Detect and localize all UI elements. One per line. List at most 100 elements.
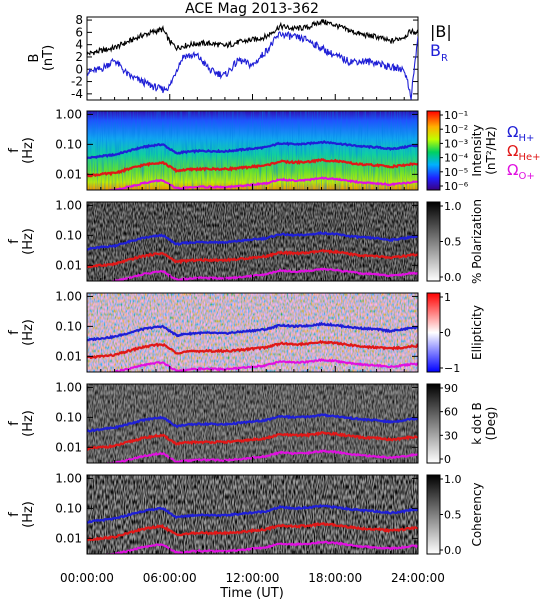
- polarization-colorbar-label: % Polarization: [470, 199, 484, 284]
- panel-ellipticity: 1.00 0.10 0.01 f (Hz) 1 0 −1 Ellipticity: [7, 289, 484, 375]
- intensity-colorbar-label: (nT²/Hz): [484, 126, 498, 174]
- colorbar-tick-label: 0: [444, 327, 451, 340]
- colorbar-tick-label: 10⁻⁵: [444, 166, 468, 179]
- intensity-spectrogram-texture: [87, 111, 418, 190]
- freq-tick-label: 1.00: [55, 107, 82, 121]
- panel-polarization: 1.00 0.10 0.01 f (Hz) 1.0 0.5 0.0 % Polarization: [7, 198, 484, 284]
- intensity-colorbar-label: Intensity: [470, 124, 484, 176]
- figure-title: ACE Mag 2013-362: [185, 1, 319, 17]
- gyro-line-h: [87, 230, 418, 251]
- freq-tick-label: 0.10: [55, 319, 82, 333]
- freq-tick-label: 0.01: [55, 440, 82, 454]
- b-ytick-label: 0: [75, 62, 83, 76]
- legend-omega-he: ΩHe+: [507, 142, 541, 163]
- colorbar-tick-label: 10⁻⁶: [444, 180, 469, 193]
- colorbar-tick-label: 10⁻¹: [444, 109, 468, 122]
- colorbar-tick-label: 0.0: [444, 544, 462, 557]
- time-tick-label: 00:00:00: [60, 571, 114, 585]
- b-ytick-label: -2: [71, 75, 83, 89]
- freq-tick-label: 0.10: [55, 410, 82, 424]
- b-axis-label: B: [27, 54, 42, 63]
- b-ytick-label: 6: [75, 25, 83, 39]
- time-tick-label: 06:00:00: [143, 571, 197, 585]
- spectrogram-panels: 1.000.100.01f (Hz)10⁻¹10⁻²10⁻³10⁻⁴10⁻⁵10⁻…: [7, 107, 498, 557]
- colorbar-tick-label: 90: [444, 382, 458, 395]
- gyro-line-h: [87, 321, 418, 342]
- gyro-line-he: [87, 431, 418, 451]
- gyro-line-h: [87, 503, 418, 524]
- freq-tick-label: 0.10: [55, 137, 82, 151]
- coherency-colorbar: [426, 474, 441, 555]
- colorbar-tick-label: 0.5: [444, 236, 462, 249]
- b-series-lines: [87, 18, 418, 100]
- time-tick-label: 12:00:00: [226, 571, 280, 585]
- freq-axis-label: f: [7, 330, 22, 335]
- gyro-line-h: [87, 413, 418, 433]
- freq-tick-label: 0.10: [55, 501, 82, 515]
- time-axis-ticks: 00:00:00 06:00:00 12:00:00 18:00:00 24:00:00: [60, 571, 445, 585]
- freq-axis-label: f: [7, 512, 22, 517]
- freq-tick-label: 1.00: [55, 198, 82, 212]
- colorbar-tick-label: 1.0: [444, 200, 462, 213]
- polarization-colorbar: [426, 201, 441, 282]
- freq-axis-label: f: [7, 421, 22, 426]
- freq-tick-label: 1.00: [55, 471, 82, 485]
- freq-axis-unit: (Hz): [21, 501, 36, 528]
- panel-kdotb: 1.00 0.10 0.01 f (Hz) 90 60 30 0 k dot B (Deg): [7, 380, 498, 466]
- coherency-spectrogram-texture: [87, 475, 418, 554]
- b-ytick-label: 4: [75, 38, 83, 52]
- gyrofrequency-legend: ΩH+ ΩHe+ ΩO+: [507, 123, 541, 182]
- colorbar-tick-label: 0: [444, 453, 451, 466]
- intensity-colorbar: [426, 110, 441, 191]
- polarization-spectrogram-texture: [87, 202, 418, 281]
- freq-tick-label: 0.01: [55, 531, 82, 545]
- freq-tick-label: 1.00: [55, 380, 82, 394]
- ellipticity-spectrogram-texture: [87, 293, 418, 372]
- colorbar-tick-label: 30: [444, 429, 458, 442]
- gyro-line-he: [87, 158, 418, 178]
- ellipticity-colorbar-label: Ellipticity: [470, 305, 484, 360]
- legend-omega-o: ΩO+: [507, 161, 535, 182]
- b-ytick-label: 8: [75, 13, 83, 27]
- gyro-line-he: [87, 249, 418, 269]
- freq-tick-label: 0.01: [55, 349, 82, 363]
- time-tick-label: 24:00:00: [391, 571, 445, 585]
- b-ytick-label: -4: [71, 87, 83, 101]
- b-magnitude-line: [87, 18, 418, 56]
- b-axis-unit: (nT): [41, 45, 56, 71]
- freq-axis-unit: (Hz): [21, 137, 36, 164]
- freq-axis-label: f: [7, 239, 22, 244]
- freq-axis-unit: (Hz): [21, 410, 36, 437]
- colorbar-tick-label: 10⁻³: [444, 137, 468, 150]
- colorbar-tick-label: 1: [444, 291, 451, 304]
- kdotb-spectrogram-texture: [87, 384, 418, 463]
- freq-tick-label: 0.10: [55, 228, 82, 242]
- colorbar-tick-label: 10⁻⁴: [444, 152, 469, 165]
- kdotb-colorbar-label: (Deg): [484, 407, 498, 441]
- legend-b-magnitude: |B|: [430, 22, 452, 41]
- legend-b-radial: BR: [430, 41, 448, 64]
- colorbar-tick-label: 1.0: [444, 473, 462, 486]
- b-radial-line: [87, 31, 418, 100]
- b-ytick-label: 2: [75, 50, 83, 64]
- panel-intensity: 1.00 0.10 0.01 f (Hz) 10⁻¹10⁻²10⁻³ 10⁻⁴10⁻⁵10⁻…: [7, 107, 498, 193]
- freq-tick-label: 0.01: [55, 167, 82, 181]
- freq-axis-label: f: [7, 148, 22, 153]
- gyro-line-h: [87, 140, 418, 160]
- ellipticity-colorbar: [426, 292, 441, 373]
- freq-tick-label: 0.01: [55, 258, 82, 272]
- colorbar-tick-label: 60: [444, 406, 458, 419]
- kdotb-colorbar-label: k dot B: [470, 402, 484, 444]
- panel-coherency: 1.00 0.10 0.01 f (Hz) 1.0 0.5 0.0 Coherency: [7, 471, 484, 557]
- time-tick-label: 18:00:00: [308, 571, 362, 585]
- legend-omega-h: ΩH+: [507, 123, 534, 144]
- freq-tick-label: 1.00: [55, 289, 82, 303]
- freq-axis-unit: (Hz): [21, 228, 36, 255]
- coherency-colorbar-label: Coherency: [470, 482, 484, 546]
- time-axis-label: Time (UT): [219, 586, 284, 600]
- colorbar-tick-label: 10⁻²: [444, 123, 468, 136]
- b-panel-frame: [86, 16, 419, 101]
- freq-axis-unit: (Hz): [21, 319, 36, 346]
